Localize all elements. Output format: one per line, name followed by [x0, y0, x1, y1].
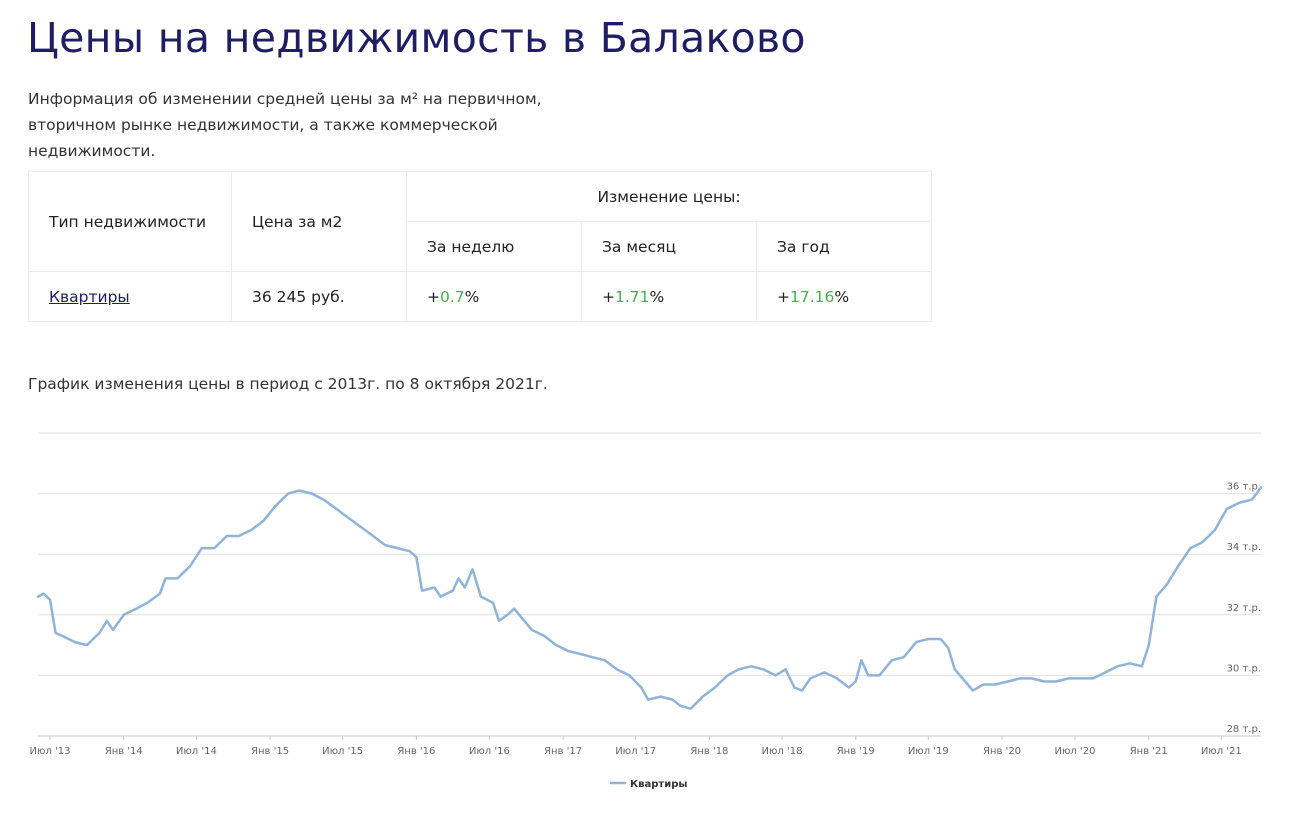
- y-tick-label: 28 т.р.: [1227, 724, 1261, 735]
- month-value: 1.71: [615, 287, 650, 306]
- col-price-header: Цена за м2: [231, 171, 407, 272]
- chart-caption: График изменения цены в период с 2013г. …: [28, 375, 548, 393]
- x-tick-label: Июл '18: [762, 746, 803, 757]
- y-tick-label: 34 т.р.: [1227, 542, 1261, 553]
- x-tick-label: Янв '18: [690, 746, 728, 757]
- x-tick-label: Июл '13: [30, 746, 71, 757]
- cell-year: +17.16%: [756, 271, 932, 322]
- y-tick-label: 32 т.р.: [1227, 603, 1261, 614]
- series-line: [36, 486, 1263, 710]
- x-tick-label: Янв '17: [544, 746, 582, 757]
- apartments-link[interactable]: Квартиры: [49, 287, 130, 306]
- year-value: 17.16: [790, 287, 835, 306]
- x-tick-label: Янв '20: [983, 746, 1021, 757]
- month-sign: +: [602, 287, 615, 306]
- y-tick-label: 30 т.р.: [1227, 663, 1261, 674]
- price-table: Тип недвижимости Цена за м2 Изменение це…: [28, 171, 932, 322]
- x-tick-label: Июл '15: [322, 746, 363, 757]
- cell-type: Квартиры: [28, 271, 232, 322]
- x-tick-label: Янв '14: [105, 746, 143, 757]
- table-header-row: Тип недвижимости Цена за м2 Изменение це…: [28, 171, 932, 272]
- x-tick-label: Июл '21: [1201, 746, 1242, 757]
- week-sign: +: [427, 287, 440, 306]
- x-tick-label: Июл '16: [469, 746, 510, 757]
- col-month-header: За месяц: [581, 221, 757, 272]
- x-tick-label: Янв '15: [251, 746, 289, 757]
- page-title: Цены на недвижимость в Балаково: [27, 14, 806, 62]
- x-tick-label: Июл '14: [176, 746, 217, 757]
- cell-month: +1.71%: [581, 271, 757, 322]
- x-tick-label: Янв '21: [1130, 746, 1168, 757]
- price-chart: 28 т.р. 30 т.р. 32 т.р. 34 т.р. 36 т.р. Июл '…: [30, 432, 1263, 790]
- col-year-header: За год: [756, 221, 932, 272]
- year-sign: +: [777, 287, 790, 306]
- year-pct: %: [834, 287, 850, 306]
- col-type-header: Тип недвижимости: [28, 171, 232, 272]
- cell-price: 36 245 руб.: [231, 271, 407, 322]
- x-tick-label: Июл '19: [908, 746, 949, 757]
- month-pct: %: [649, 287, 665, 306]
- intro-text: Информация об изменении средней цены за …: [28, 90, 542, 160]
- week-pct: %: [464, 287, 480, 306]
- cell-week: +0.7%: [406, 271, 582, 322]
- x-tick-label: Янв '19: [837, 746, 875, 757]
- x-tick-label: Янв '16: [397, 746, 435, 757]
- y-tick-label: 36 т.р.: [1227, 482, 1261, 493]
- x-tick-label: Июл '20: [1055, 746, 1096, 757]
- legend-label: Квартиры: [630, 779, 687, 790]
- table-row: Квартиры 36 245 руб. +0.7% +1.71% +17.16…: [28, 271, 932, 322]
- col-week-header: За неделю: [406, 221, 582, 272]
- week-value: 0.7: [440, 287, 465, 306]
- col-change-header: Изменение цены:: [406, 171, 932, 222]
- table-subheader-row: За неделю За месяц За год: [29, 221, 932, 272]
- x-tick-label: Июл '17: [615, 746, 656, 757]
